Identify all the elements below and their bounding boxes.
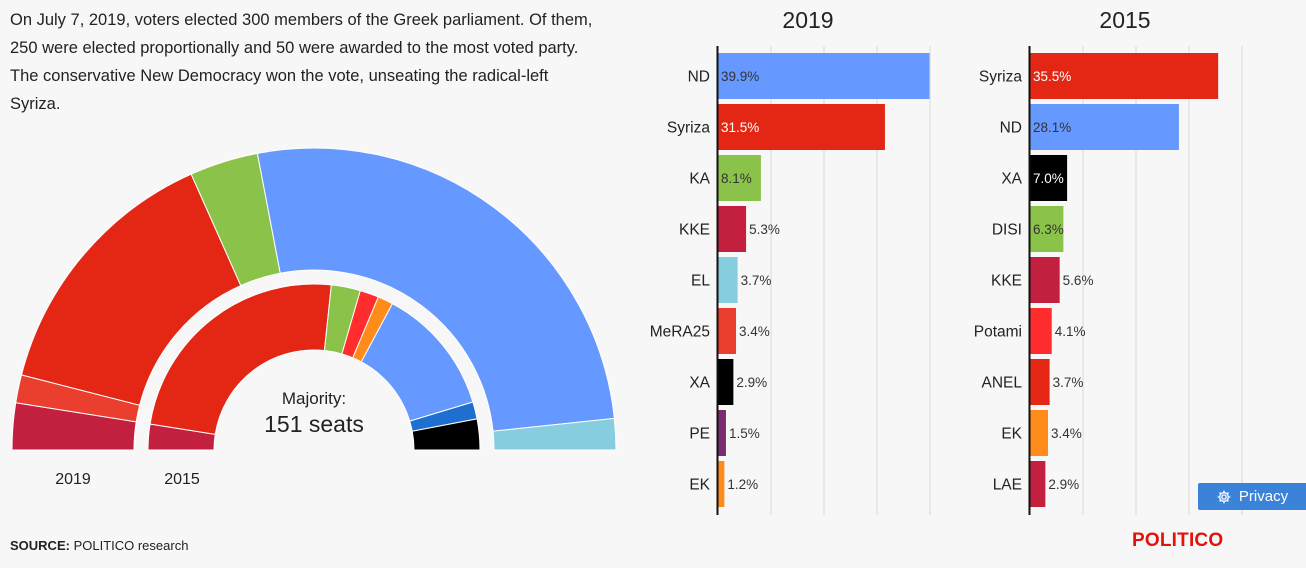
gear-icon: [1217, 490, 1231, 503]
outer-segment-nd: [256, 147, 615, 432]
category-label: EK: [689, 477, 710, 494]
source-text: POLITICO research: [69, 538, 189, 553]
privacy-label: Privacy: [1238, 488, 1289, 505]
bar-syriza: [718, 104, 885, 150]
category-label: LAE: [993, 477, 1022, 494]
bar-ek: [1030, 410, 1049, 456]
value-label: 39.9%: [721, 69, 759, 84]
hemicycle-chart: Majority: 151 seats 2019 2015: [11, 147, 617, 488]
bar-kke: [1030, 257, 1060, 303]
category-label: DISI: [992, 222, 1022, 239]
bar-mera25: [718, 308, 737, 354]
category-label: XA: [1001, 171, 1022, 188]
category-label: PE: [689, 426, 710, 443]
bar-anel: [1030, 359, 1050, 405]
value-label: 31.5%: [721, 120, 759, 135]
value-label: 1.5%: [729, 426, 760, 441]
value-label: 5.3%: [749, 222, 780, 237]
bar-ek: [718, 461, 725, 507]
chart-title: 2019: [782, 7, 833, 33]
value-label: 5.6%: [1063, 273, 1094, 288]
bar-el: [718, 257, 738, 303]
bar-nd: [1030, 104, 1179, 150]
category-label: EL: [691, 273, 710, 290]
category-label: ANEL: [982, 375, 1023, 392]
majority-label: Majority:: [282, 389, 346, 408]
category-label: ND: [1000, 120, 1022, 137]
inner-segment-xa: [411, 418, 481, 451]
hemicycle-outer-ring: [11, 147, 617, 451]
bar-xa: [718, 359, 734, 405]
category-label: KKE: [991, 273, 1022, 290]
majority-value: 151 seats: [264, 411, 364, 437]
value-label: 7.0%: [1033, 171, 1064, 186]
value-label: 28.1%: [1033, 120, 1071, 135]
value-label: 3.4%: [739, 324, 770, 339]
bar-potami: [1030, 308, 1052, 354]
category-label: Potami: [974, 324, 1022, 341]
category-label: MeRA25: [650, 324, 710, 341]
inner-segment-syriza: [149, 283, 332, 435]
category-label: KKE: [679, 222, 710, 239]
bar-lae: [1030, 461, 1046, 507]
value-label: 2.9%: [1048, 477, 1079, 492]
bar-xa: [1030, 155, 1068, 201]
category-label: ND: [688, 69, 710, 86]
bar-nd: [718, 53, 930, 99]
outer-segment-el: [492, 417, 617, 451]
value-label: 4.1%: [1055, 324, 1086, 339]
outer-ring-year-label: 2019: [55, 471, 91, 488]
category-label: Syriza: [979, 69, 1022, 86]
hemicycle-inner-ring: [147, 283, 481, 451]
category-label: XA: [689, 375, 710, 392]
value-label: 3.7%: [741, 273, 772, 288]
value-label: 35.5%: [1033, 69, 1071, 84]
bar-pe: [718, 410, 726, 456]
source-note: SOURCE: POLITICO research: [10, 538, 188, 553]
bar-syriza: [1030, 53, 1219, 99]
value-label: 3.7%: [1053, 375, 1084, 390]
politico-logo: POLITICO: [1132, 530, 1224, 551]
value-label: 8.1%: [721, 171, 752, 186]
value-label: 2.9%: [736, 375, 767, 390]
value-label: 1.2%: [727, 477, 758, 492]
source-label: SOURCE:: [10, 538, 70, 553]
value-label: 6.3%: [1033, 222, 1064, 237]
inner-ring-year-label: 2015: [164, 471, 200, 488]
chart-title: 2015: [1099, 7, 1150, 33]
privacy-button[interactable]: Privacy: [1198, 483, 1306, 510]
intro-text: On July 7, 2019, voters elected 300 memb…: [10, 11, 593, 113]
value-label: 3.4%: [1051, 426, 1082, 441]
bar-ka: [718, 155, 761, 201]
bar-kke: [718, 206, 747, 252]
category-label: EK: [1001, 426, 1022, 443]
category-label: Syriza: [667, 120, 710, 137]
category-label: KA: [689, 171, 710, 188]
bar-disi: [1030, 206, 1064, 252]
